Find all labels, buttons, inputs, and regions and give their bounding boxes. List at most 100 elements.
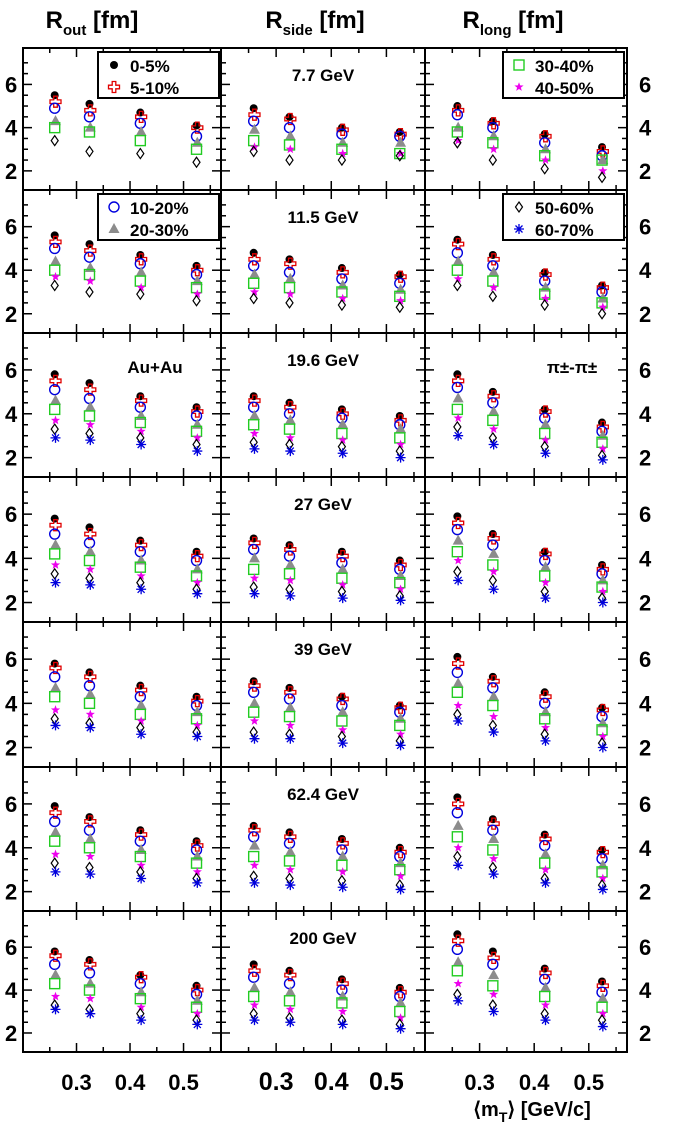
data-point-30-40% — [283, 423, 296, 435]
data-point-40-50% — [338, 293, 348, 303]
data-point-60-70% — [395, 595, 406, 606]
data-point-60-70% — [488, 584, 499, 595]
data-point-5-10% — [452, 237, 465, 251]
data-point-5-10% — [487, 532, 500, 545]
data-point-60-70% — [540, 593, 551, 604]
y-tick-label-2: 2 — [639, 591, 651, 616]
data-point-5-10% — [84, 383, 97, 396]
data-point-30-40% — [83, 984, 96, 996]
data-point-20-30% — [284, 130, 296, 141]
data-point-5-10% — [596, 563, 609, 576]
data-point-60-70% — [50, 432, 61, 443]
data-point-50-60% — [453, 136, 462, 149]
data-point-20-30% — [488, 969, 500, 980]
y-tick-label-2: 2 — [639, 159, 651, 184]
energy-label: 62.4 GeV — [287, 785, 359, 804]
data-point-30-40% — [539, 990, 551, 1003]
data-point-5-10% — [134, 253, 148, 266]
legend-0-2: 30-40% 40-50% — [502, 51, 625, 99]
data-point-30-40% — [134, 992, 147, 1005]
data-point-20-30% — [452, 392, 464, 403]
data-point-5-10% — [49, 95, 62, 108]
data-point-60-70% — [597, 884, 608, 895]
y-tick-label-4: 4 — [5, 258, 18, 283]
data-point-20-30% — [248, 981, 260, 992]
data-point-50-60% — [540, 299, 549, 312]
data-point-30-40% — [49, 977, 61, 990]
data-point-20-30% — [540, 561, 552, 572]
data-point-20-30% — [248, 697, 260, 708]
data-point-60-70% — [540, 877, 551, 888]
data-point-10-20% — [49, 102, 61, 114]
data-point-20-30% — [284, 558, 296, 569]
x-axis-title-sub: T — [499, 1109, 508, 1125]
y-tick-label-6: 6 — [5, 935, 17, 960]
panel-frame — [22, 910, 222, 1053]
data-point-40-50% — [136, 860, 146, 870]
data-point-30-40% — [283, 281, 296, 294]
data-point-50-60% — [453, 850, 462, 863]
data-point-5-10% — [248, 253, 261, 266]
data-point-30-40% — [49, 121, 61, 134]
data-point-20-30% — [135, 266, 147, 277]
panel-R_out-5: 2 4 6 — [5, 766, 222, 912]
data-point-10-20% — [451, 806, 464, 819]
data-point-5-10% — [336, 549, 349, 563]
data-point-30-40% — [190, 143, 203, 155]
data-point-40-50% — [453, 555, 463, 565]
data-point-5-10% — [248, 394, 261, 407]
data-point-60-70% — [192, 1019, 203, 1030]
data-point-5-10% — [596, 979, 609, 992]
data-point-40-50% — [396, 295, 406, 305]
data-point-40-50% — [136, 1002, 146, 1012]
data-point-20-30% — [135, 699, 147, 710]
data-point-30-40% — [83, 410, 96, 422]
data-point-60-70% — [85, 1008, 96, 1019]
data-point-30-40% — [487, 559, 499, 571]
data-point-40-50% — [540, 1000, 551, 1009]
data-point-10-20% — [83, 967, 96, 979]
legend-marker-60-70% — [514, 224, 524, 234]
data-point-40-50% — [453, 274, 463, 283]
data-point-5-10% — [134, 394, 148, 407]
panel-R_out-6: 2 4 6 — [5, 910, 222, 1053]
data-point-5-10% — [49, 374, 62, 388]
data-point-40-50% — [338, 1006, 348, 1016]
data-point-5-10% — [49, 949, 62, 962]
x-tick-label-0.3: 0.3 — [464, 1070, 495, 1095]
data-point-5-10% — [191, 694, 204, 708]
data-point-10-20% — [83, 251, 96, 263]
data-point-10-20% — [190, 554, 203, 567]
data-point-40-50% — [192, 867, 202, 876]
data-point-30-40% — [83, 842, 96, 854]
data-point-10-20% — [134, 835, 147, 847]
data-point-60-70% — [285, 446, 296, 457]
data-point-30-40% — [451, 264, 464, 276]
data-point-30-40% — [394, 719, 406, 732]
data-point-10-20% — [487, 682, 499, 694]
data-point-5-10% — [49, 661, 62, 675]
data-point-60-70% — [249, 443, 260, 454]
panel-R_side-3: 27 GeV — [220, 476, 426, 623]
data-point-5-10% — [191, 839, 204, 852]
data-point-30-40% — [487, 414, 499, 427]
panel-frame — [22, 621, 222, 768]
data-point-5-10% — [539, 547, 552, 561]
data-point-30-40% — [49, 835, 61, 847]
data-point-5-10% — [284, 257, 297, 270]
y-tick-label-2: 2 — [639, 446, 651, 471]
data-point-50-60% — [85, 145, 94, 158]
data-point-30-40% — [487, 699, 499, 712]
data-point-20-30% — [84, 545, 96, 556]
data-point-60-70% — [488, 439, 499, 450]
x-tick-label-0.3: 0.3 — [61, 1070, 92, 1095]
data-point-60-70% — [136, 729, 147, 740]
data-point-20-30% — [540, 981, 552, 992]
data-point-40-50% — [598, 1008, 608, 1018]
column-title-out: Rout [fm] — [46, 7, 139, 39]
data-point-40-50% — [598, 302, 608, 312]
data-point-60-70% — [488, 1006, 499, 1017]
data-point-20-30% — [395, 996, 407, 1007]
data-point-10-20% — [134, 546, 147, 558]
